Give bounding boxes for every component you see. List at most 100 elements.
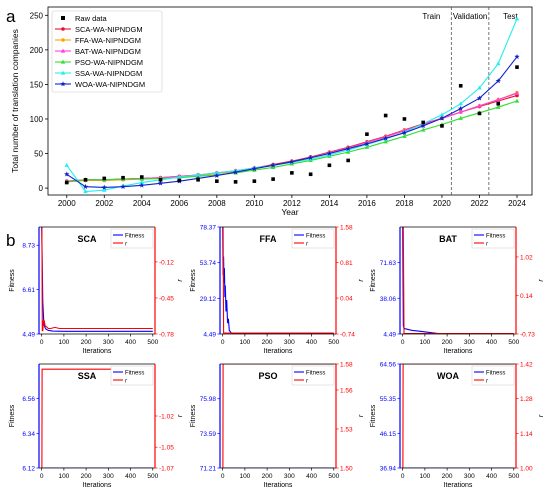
x-tick-label: 100 bbox=[419, 339, 430, 346]
raw-data-point bbox=[440, 124, 444, 128]
series-PSO-WA-NIPNDGM bbox=[64, 98, 520, 184]
y2-tick-label: -1.02 bbox=[159, 414, 174, 421]
y2-tick-label: -0.73 bbox=[520, 332, 535, 339]
series-point bbox=[177, 174, 182, 179]
y-tick-label: 38.06 bbox=[380, 296, 397, 303]
series-point bbox=[82, 183, 89, 189]
series-point bbox=[307, 154, 314, 160]
x-tick-label: 300 bbox=[464, 339, 475, 346]
series-point bbox=[496, 61, 501, 66]
x-tick-label: 300 bbox=[464, 473, 475, 480]
x-tick-label: 200 bbox=[262, 339, 273, 346]
series-point bbox=[139, 182, 145, 188]
y2-tick-label: 1.14 bbox=[520, 431, 533, 438]
x-tick-label: 500 bbox=[328, 339, 339, 346]
x-tick-label: 300 bbox=[103, 339, 114, 346]
subplot-title: WOA bbox=[437, 371, 459, 381]
y-tick-label: 71.63 bbox=[380, 260, 397, 267]
series-line-r bbox=[41, 227, 153, 332]
x-axis-label: Iterations bbox=[83, 348, 112, 355]
y2-tick-label: -0.78 bbox=[159, 332, 174, 339]
x-axis-label: Year bbox=[281, 207, 298, 217]
legend-marker bbox=[60, 70, 66, 75]
series-point bbox=[458, 115, 463, 120]
y-tick-label: 29.12 bbox=[200, 296, 217, 303]
subplot-SSA: SSA 0 100 200 300 400 500 Iterations 6.12 6.34 6.5… bbox=[9, 363, 184, 489]
subplot-BAT: BAT 0 100 200 300 400 500 Iterations 4.49 38.06 71… bbox=[370, 226, 545, 355]
series-point bbox=[514, 16, 520, 21]
series-point bbox=[270, 162, 276, 168]
series-point bbox=[458, 105, 464, 111]
y2-axis-label: r bbox=[538, 414, 545, 417]
raw-data-point bbox=[158, 177, 163, 182]
x-tick-label: 0 bbox=[40, 473, 44, 480]
x-tick-label: 2020 bbox=[433, 199, 451, 208]
raw-data-point bbox=[121, 175, 125, 180]
legend-marker bbox=[61, 16, 65, 20]
series-point bbox=[232, 169, 239, 175]
y-axis-label: Fitness bbox=[9, 269, 16, 292]
subplot-title: SCA bbox=[77, 234, 97, 244]
raw-data-point bbox=[421, 120, 425, 125]
convergence-subplots: SCA 0 100 200 300 400 500 Iterations 4.49 6.61 8.7… bbox=[9, 225, 545, 490]
series-WOA-WA-NIPNDGM bbox=[64, 53, 520, 190]
series-point bbox=[64, 162, 69, 167]
y-tick-label: 53.74 bbox=[200, 260, 217, 267]
raw-data-point bbox=[458, 83, 463, 88]
region-label: Test bbox=[503, 12, 518, 21]
series-point bbox=[495, 78, 501, 84]
y-tick-label: 50 bbox=[34, 150, 43, 159]
y2-tick-label: 1.00 bbox=[520, 466, 533, 473]
x-tick-label: 400 bbox=[306, 339, 317, 346]
subplot-legend: Fitness r bbox=[110, 365, 154, 386]
legend-label: r bbox=[125, 378, 128, 384]
x-tick-label: 0 bbox=[221, 339, 225, 346]
series-point bbox=[458, 109, 463, 114]
y-tick-label: 150 bbox=[30, 80, 44, 89]
raw-data-point bbox=[102, 176, 107, 181]
x-tick-label: 500 bbox=[508, 339, 519, 346]
raw-data-point bbox=[515, 65, 519, 69]
y-tick-label: 36.94 bbox=[380, 466, 397, 473]
raw-data-point bbox=[215, 179, 219, 183]
x-tick-label: 100 bbox=[239, 473, 250, 480]
raw-data-point bbox=[477, 111, 482, 116]
subplot-legend: Fitness r bbox=[471, 365, 515, 386]
series-line bbox=[66, 92, 518, 182]
x-tick-label: 2012 bbox=[283, 199, 301, 208]
subplot-title: PSO bbox=[258, 371, 277, 381]
y-tick-label: 0 bbox=[39, 184, 44, 193]
series-point bbox=[102, 187, 107, 192]
subplot-title: BAT bbox=[439, 234, 457, 244]
legend-label: Raw data bbox=[75, 14, 108, 23]
x-tick-label: 0 bbox=[401, 473, 405, 480]
x-tick-label: 400 bbox=[125, 339, 136, 346]
series-point bbox=[383, 135, 389, 141]
series-point bbox=[383, 139, 388, 144]
raw-data-point bbox=[271, 177, 275, 181]
region-label: Train bbox=[422, 12, 440, 21]
y-axis-label: Fitness bbox=[370, 269, 377, 292]
series-point bbox=[477, 103, 482, 108]
series-raw-data bbox=[64, 65, 519, 185]
series-point bbox=[270, 164, 276, 169]
series-point bbox=[214, 172, 220, 178]
raw-data-point bbox=[346, 158, 350, 163]
series-point bbox=[364, 141, 370, 147]
y2-axis-label: r bbox=[177, 279, 184, 282]
subplot-lines bbox=[41, 368, 153, 468]
x-axis-label: Iterations bbox=[264, 482, 293, 489]
series-point bbox=[439, 112, 445, 117]
series-point bbox=[439, 115, 445, 121]
y2-tick-label: 1.50 bbox=[340, 466, 353, 473]
y2-tick-label: 0.14 bbox=[520, 293, 533, 300]
raw-data-point bbox=[383, 113, 388, 118]
raw-data-point bbox=[327, 163, 332, 168]
legend-label: Fitness bbox=[125, 233, 144, 239]
x-tick-label: 2016 bbox=[358, 199, 376, 208]
y2-tick-label: 1.58 bbox=[340, 225, 353, 232]
x-tick-label: 300 bbox=[284, 473, 295, 480]
series-point bbox=[401, 129, 408, 136]
series-point bbox=[251, 165, 258, 171]
